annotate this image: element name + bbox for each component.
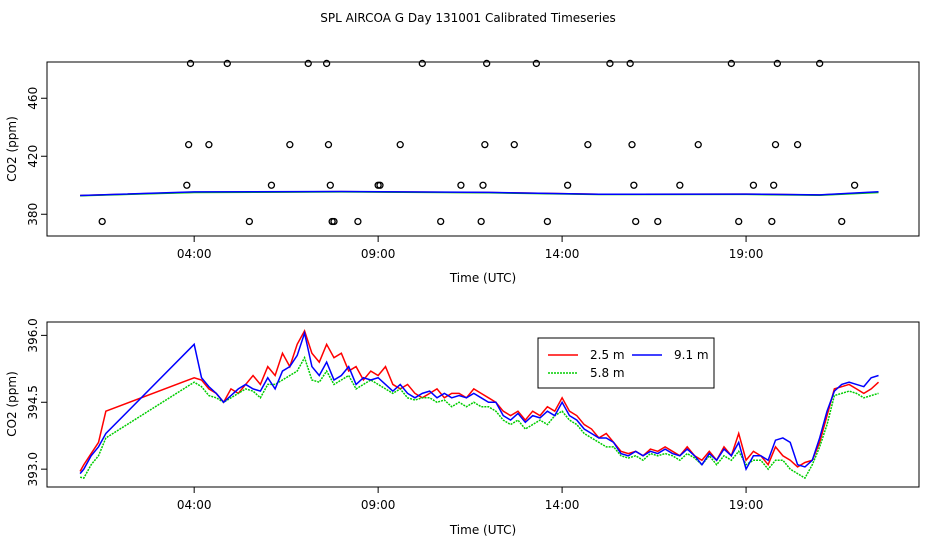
calibration-point xyxy=(628,140,636,149)
calibration-point xyxy=(606,59,614,68)
calibration-point xyxy=(186,59,195,68)
calibration-point xyxy=(510,140,518,149)
panel-top: 380 420 460 04:00 09:00 14:00 19:00 Time (UTC… xyxy=(5,59,920,285)
calibration-point xyxy=(324,140,333,149)
series-line-2-5-m xyxy=(79,329,880,472)
calibration-point xyxy=(584,140,592,149)
calibration-point xyxy=(793,140,802,149)
calibration-point xyxy=(330,217,338,226)
calibration-point xyxy=(481,140,489,149)
calibration-point xyxy=(354,217,362,226)
x-axis-label-bottom: Time (UTC) xyxy=(449,523,516,537)
calibration-point xyxy=(773,59,781,68)
calibration-point xyxy=(543,217,552,226)
x-tick-label: 19:00 xyxy=(729,498,764,512)
calibration-point xyxy=(694,140,702,149)
calibration-point xyxy=(183,181,191,189)
calibration-point xyxy=(735,217,743,226)
y-axis-bottom: 393.0 394.5 396.0 xyxy=(26,318,47,486)
calibration-point xyxy=(457,181,465,189)
x-axis-top: 04:00 09:00 14:00 19:00 xyxy=(177,236,763,261)
calibration-point xyxy=(376,181,384,189)
calibration-point xyxy=(326,181,334,189)
y-tick-label: 396.0 xyxy=(26,318,40,352)
calibration-point xyxy=(267,181,276,189)
x-tick-label: 04:00 xyxy=(177,247,212,261)
calibration-point xyxy=(727,59,736,68)
calibration-points xyxy=(98,59,859,226)
y-tick-label: 380 xyxy=(26,203,40,226)
calibration-point xyxy=(838,217,846,226)
figure-title: SPL AIRCOA G Day 131001 Calibrated Times… xyxy=(320,11,615,25)
calibration-point xyxy=(654,217,662,226)
calibration-point xyxy=(532,59,541,68)
calibration-point xyxy=(630,181,638,189)
calibration-point xyxy=(205,140,213,149)
calibration-point xyxy=(245,217,254,226)
x-tick-label: 14:00 xyxy=(545,247,580,261)
calibration-point xyxy=(223,59,231,68)
x-tick-label: 14:00 xyxy=(545,498,580,512)
y-tick-label: 394.5 xyxy=(26,385,40,419)
legend-label-2-5m: 2.5 m xyxy=(590,348,625,362)
series-line-9-1-m xyxy=(79,330,879,475)
x-tick-label: 04:00 xyxy=(177,498,212,512)
calibration-point xyxy=(98,217,106,226)
calibration-point xyxy=(304,59,312,68)
top-line-9-1-m xyxy=(80,190,879,197)
y-tick-label: 460 xyxy=(26,87,40,110)
calibration-point xyxy=(749,181,758,189)
x-tick-label: 09:00 xyxy=(361,498,396,512)
calibration-point xyxy=(771,140,780,149)
plot-frame-bottom xyxy=(46,321,920,488)
y-axis-top: 380 420 460 xyxy=(26,87,47,226)
calibration-point xyxy=(286,140,294,149)
calibration-point xyxy=(850,181,859,189)
calibration-point xyxy=(770,181,778,189)
panel-bottom: 393.0 394.5 396.0 04:00 09:00 14:00 19:00 Tim… xyxy=(5,318,920,537)
y-tick-label: 393.0 xyxy=(26,452,40,486)
calibration-point xyxy=(437,217,445,226)
y-tick-label: 420 xyxy=(26,145,40,168)
legend-box xyxy=(537,337,715,389)
y-axis-label-top: CO2 (ppm) xyxy=(5,116,19,182)
x-axis-label-top: Time (UTC) xyxy=(449,271,516,285)
calibration-point xyxy=(185,140,193,149)
calibration-point xyxy=(396,140,404,149)
x-axis-bottom: 04:00 09:00 14:00 19:00 xyxy=(177,487,763,512)
series-lines-bottom xyxy=(79,329,880,480)
calibration-point xyxy=(632,217,640,226)
series-line-5-8-m xyxy=(79,355,879,480)
calibration-point xyxy=(322,59,331,68)
calibration-point xyxy=(483,59,491,68)
calibration-point xyxy=(816,59,824,68)
calibration-point xyxy=(479,181,487,189)
series-lines-top xyxy=(80,190,879,197)
y-axis-label-bottom: CO2 (ppm) xyxy=(5,371,19,437)
legend-label-9-1m: 9.1 m xyxy=(674,348,709,362)
calibration-point xyxy=(477,217,485,226)
calibration-point xyxy=(768,217,776,226)
legend: 2.5 m 9.1 m 5.8 m xyxy=(537,337,715,389)
calibration-point xyxy=(563,181,572,189)
plot-frame-top xyxy=(46,61,920,237)
legend-label-5-8m: 5.8 m xyxy=(590,366,625,380)
calibration-point xyxy=(676,181,684,189)
x-tick-label: 09:00 xyxy=(361,247,396,261)
calibration-point xyxy=(626,59,634,68)
x-tick-label: 19:00 xyxy=(729,247,764,261)
calibration-point xyxy=(418,59,426,68)
